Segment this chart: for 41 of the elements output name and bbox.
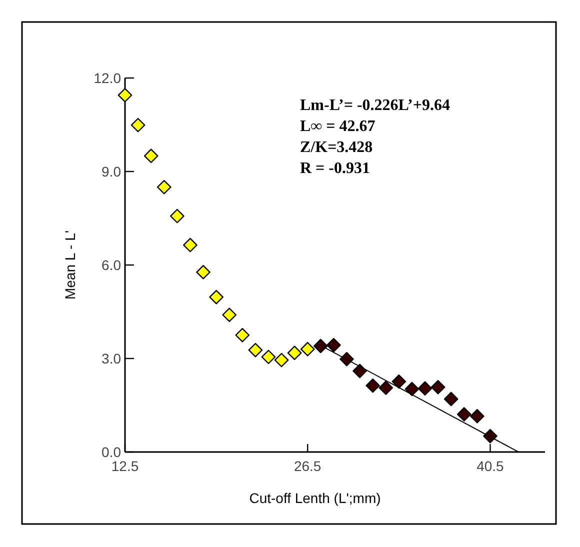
point	[118, 88, 132, 102]
y-tick-label: 12.0	[94, 70, 122, 86]
point	[261, 350, 276, 364]
point	[352, 364, 367, 378]
point	[248, 342, 263, 358]
y-tick-label: 9.0	[102, 163, 122, 180]
y-tick-label: 3.0	[102, 350, 122, 366]
point	[156, 180, 172, 194]
point	[209, 290, 224, 304]
point	[130, 118, 146, 132]
x-axis-title: Cut-off Lenth (L';mm)	[249, 490, 381, 506]
x-tick-label: 26.5	[294, 458, 322, 474]
point	[418, 381, 432, 396]
point	[274, 352, 289, 368]
y-tick-label: 0.0	[102, 444, 122, 460]
point	[456, 407, 472, 422]
point	[404, 382, 420, 396]
point	[378, 380, 394, 395]
point	[183, 238, 198, 252]
point	[444, 392, 458, 406]
point	[235, 328, 250, 342]
x-tick-label: 12.5	[111, 458, 139, 474]
y-axis-title: Mean L - L'	[62, 230, 78, 300]
x-tick-label: 40.5	[476, 458, 504, 474]
annotation: Z/K=3.428	[300, 139, 373, 156]
point	[287, 346, 302, 360]
annotation: Lm-L’= -0.226L’+9.64	[300, 97, 450, 114]
point	[196, 265, 210, 280]
point	[392, 374, 406, 389]
y-tick-label: 6.0	[102, 256, 122, 273]
point	[170, 208, 184, 224]
point	[222, 308, 237, 322]
point	[326, 338, 341, 352]
point	[366, 378, 380, 393]
point	[313, 338, 328, 354]
point	[144, 148, 158, 164]
annotation: L∞ = 42.67	[300, 118, 376, 135]
point	[300, 342, 315, 356]
annotation: R = -0.931	[300, 160, 370, 177]
point	[430, 380, 446, 394]
point	[470, 408, 484, 424]
